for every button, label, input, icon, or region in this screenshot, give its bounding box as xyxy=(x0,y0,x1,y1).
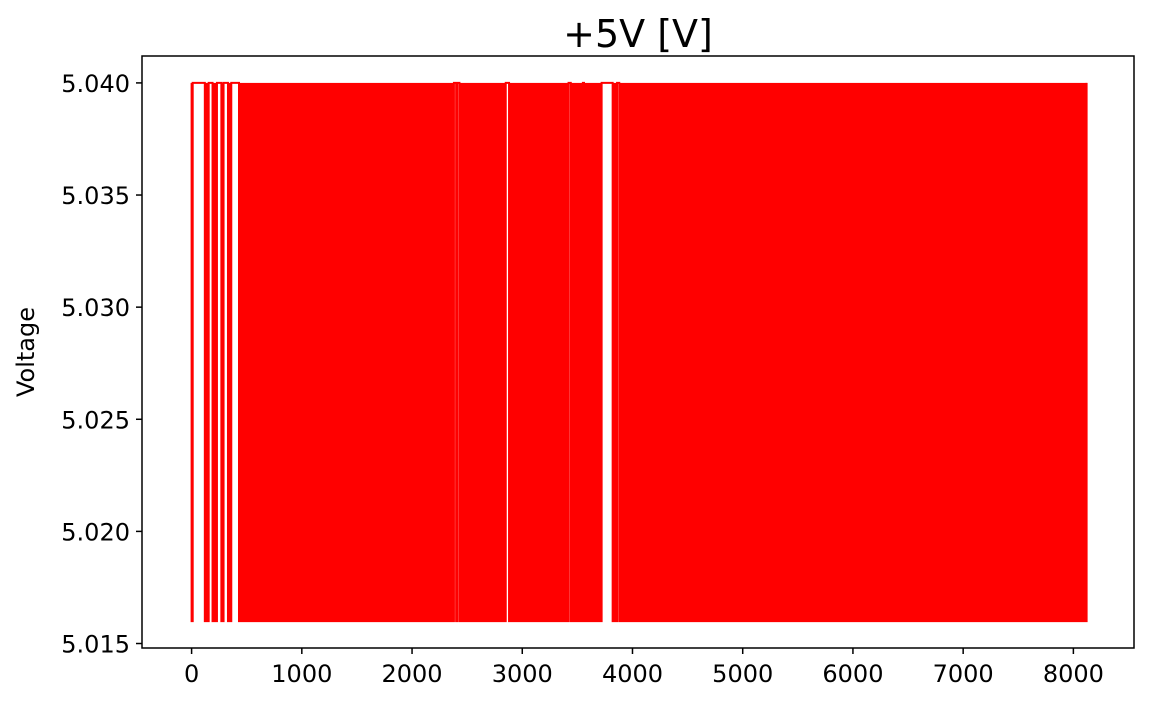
y-tick-label: 5.025 xyxy=(61,406,130,434)
x-tick-label: 8000 xyxy=(1043,660,1104,688)
oscillation-band xyxy=(221,82,224,622)
oscillation-band xyxy=(583,82,602,622)
y-tick-label: 5.040 xyxy=(61,70,130,98)
oscillation-band xyxy=(456,82,458,622)
plot-frame xyxy=(141,55,1135,649)
x-tick-label: 7000 xyxy=(933,660,994,688)
x-axis-ticks: 0 1000 2000 3000 4000 5000 6000 7000 8000 xyxy=(184,648,1104,688)
chart-title: +5V [V] xyxy=(563,12,713,56)
oscillation-band xyxy=(570,82,583,622)
x-tick-label: 3000 xyxy=(492,660,553,688)
oscillation-band xyxy=(204,82,209,622)
y-tick-label: 5.035 xyxy=(61,182,130,210)
oscillation-band xyxy=(212,82,217,622)
x-tick-label: 1000 xyxy=(271,660,332,688)
y-axis-label: Voltage xyxy=(12,307,40,397)
x-tick-label: 4000 xyxy=(602,660,663,688)
oscillation-band xyxy=(612,82,618,622)
series-layer xyxy=(190,81,1088,623)
y-tick-label: 5.030 xyxy=(61,294,130,322)
oscillation-band xyxy=(509,82,569,622)
oscillation-band xyxy=(227,82,232,622)
oscillation-band xyxy=(619,82,1087,622)
x-tick-label: 5000 xyxy=(712,660,773,688)
y-tick-label: 5.015 xyxy=(61,631,130,659)
oscillation-band xyxy=(191,82,193,622)
oscillation-band xyxy=(238,82,454,622)
x-tick-label: 6000 xyxy=(822,660,883,688)
y-tick-label: 5.020 xyxy=(61,518,130,546)
y-axis-ticks: 5.015 5.020 5.025 5.030 5.035 5.040 xyxy=(61,70,142,659)
x-tick-label: 0 xyxy=(184,660,199,688)
oscillation-band xyxy=(459,82,506,622)
x-tick-label: 2000 xyxy=(382,660,443,688)
